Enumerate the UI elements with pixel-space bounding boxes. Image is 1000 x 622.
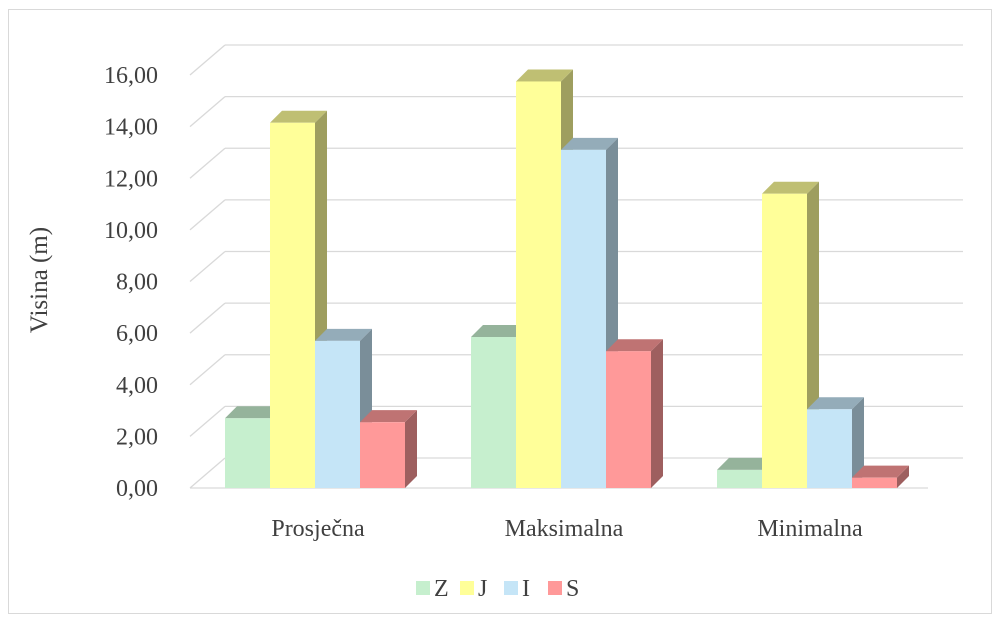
y-tick-label: 14,00: [104, 115, 158, 141]
legend-item-J: J: [460, 576, 487, 602]
bar-top: [516, 69, 573, 82]
bar-front: [270, 122, 315, 489]
y-axis-title: Visina (m): [26, 227, 53, 333]
bar-front: [606, 351, 651, 488]
legend-label: Z: [434, 576, 449, 602]
legend-swatch: [416, 581, 430, 595]
bar-side: [405, 410, 417, 488]
y-tick-label: 6,00: [116, 321, 158, 347]
x-category-label: Maksimalna: [505, 516, 624, 542]
bar-top: [807, 397, 864, 410]
bar-top: [270, 110, 327, 123]
bar-S-Minimalna: [852, 465, 909, 488]
y-tick-label: 16,00: [104, 63, 158, 89]
bars: [225, 69, 909, 489]
bar-side: [852, 397, 864, 488]
bar-top: [606, 339, 663, 352]
gridline-depth: [189, 147, 226, 179]
gridline-depth: [189, 96, 226, 128]
bar-top: [717, 457, 774, 470]
legend-swatch: [460, 581, 474, 595]
legend-item-I: I: [504, 576, 530, 602]
legend-label: J: [478, 576, 487, 602]
bar-side: [651, 339, 663, 488]
bar-front: [807, 409, 852, 488]
chart-frame: [8, 9, 992, 614]
gridline-depth: [189, 251, 226, 282]
bar-J-Prosječna: [270, 110, 327, 489]
bar-top: [561, 137, 618, 150]
bar-front: [852, 477, 897, 488]
bar-top: [225, 406, 282, 419]
bar-front: [360, 422, 405, 488]
bar-top: [852, 465, 909, 478]
legend-item-S: S: [548, 576, 579, 602]
gridline-depth: [189, 302, 226, 334]
y-tick-label: 10,00: [104, 218, 158, 244]
bar-front: [762, 193, 807, 489]
gridline-depth: [189, 354, 226, 386]
gridline-depth: [189, 405, 226, 437]
bar-side: [897, 465, 909, 488]
legend-label: S: [566, 576, 579, 602]
bar-S-Maksimalna: [606, 339, 663, 488]
gridline-depth: [189, 44, 226, 76]
legend-swatch: [504, 581, 518, 595]
bar-front: [471, 336, 516, 488]
legend-swatch: [548, 581, 562, 595]
y-tick-label: 12,00: [104, 166, 158, 192]
gridline-depth: [189, 457, 226, 489]
x-category-label: Minimalna: [757, 516, 863, 542]
bar-top: [315, 328, 372, 341]
legend-label: I: [522, 576, 530, 602]
bar-top: [360, 410, 417, 423]
bar-front: [516, 81, 561, 488]
bar-top: [762, 181, 819, 194]
bar-front: [561, 149, 606, 488]
y-tick-label: 2,00: [116, 424, 158, 450]
bar-I-Prosječna: [315, 328, 372, 488]
bar-front: [717, 469, 762, 488]
bar-front: [225, 418, 270, 488]
bar-front: [315, 340, 360, 488]
bar-I-Minimalna: [807, 397, 864, 488]
bar-S-Prosječna: [360, 410, 417, 488]
y-tick-label: 4,00: [116, 373, 158, 399]
bar-top: [471, 324, 528, 337]
x-category-label: Prosječna: [271, 516, 365, 542]
y-tick-label: 8,00: [116, 270, 158, 296]
y-tick-label: 0,00: [116, 476, 158, 502]
legend-item-Z: Z: [416, 576, 449, 602]
gridline-depth: [189, 199, 226, 231]
